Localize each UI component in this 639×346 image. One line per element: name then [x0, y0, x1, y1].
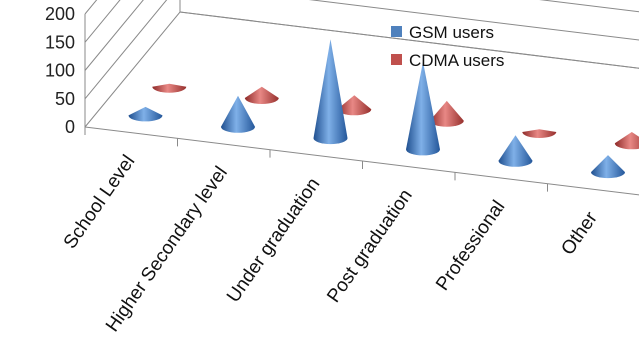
- gridline: [84, 0, 98, 15]
- y-tick-label: 200: [45, 4, 75, 24]
- category-label: Professional: [432, 197, 509, 295]
- chart-marks: [128, 39, 639, 179]
- legend-label: GSM users: [409, 23, 494, 42]
- gridline: [84, 0, 121, 43]
- legend-label: CDMA users: [409, 51, 504, 70]
- gridline: [84, 0, 639, 100]
- cdma-cone-3: [429, 100, 464, 127]
- gridline: [84, 0, 639, 71]
- gsm-cone-4: [498, 135, 533, 167]
- y-tick-label: 50: [55, 89, 75, 109]
- gsm-cone-1: [221, 95, 255, 133]
- chart-legend: GSM users CDMA users: [391, 23, 504, 70]
- y-tick-label: 100: [45, 61, 75, 81]
- category-label: Post graduation: [323, 186, 417, 307]
- floor-back-edge: [179, 11, 639, 69]
- legend-swatch: [391, 54, 402, 65]
- chart-gridlines: [84, 0, 639, 128]
- cdma-cone-1: [244, 86, 279, 104]
- gsm-cone-0: [128, 106, 163, 122]
- category-label: School Level: [60, 152, 140, 253]
- gsm-cone-5: [591, 155, 625, 179]
- legend-swatch: [391, 26, 402, 37]
- y-tick-label: 150: [45, 32, 75, 52]
- chart-axes: [84, 14, 639, 196]
- gsm-cone-3: [406, 61, 440, 156]
- category-label: Other: [557, 208, 602, 260]
- cdma-cone-2: [337, 95, 372, 116]
- gsm-cone-2: [313, 39, 348, 145]
- y-tick-label: 0: [65, 117, 75, 137]
- cdma-cone-4: [522, 129, 557, 138]
- cdma-cone-5: [614, 132, 639, 150]
- category-label: Under graduation: [223, 174, 324, 306]
- cdma-cone-0: [152, 83, 187, 93]
